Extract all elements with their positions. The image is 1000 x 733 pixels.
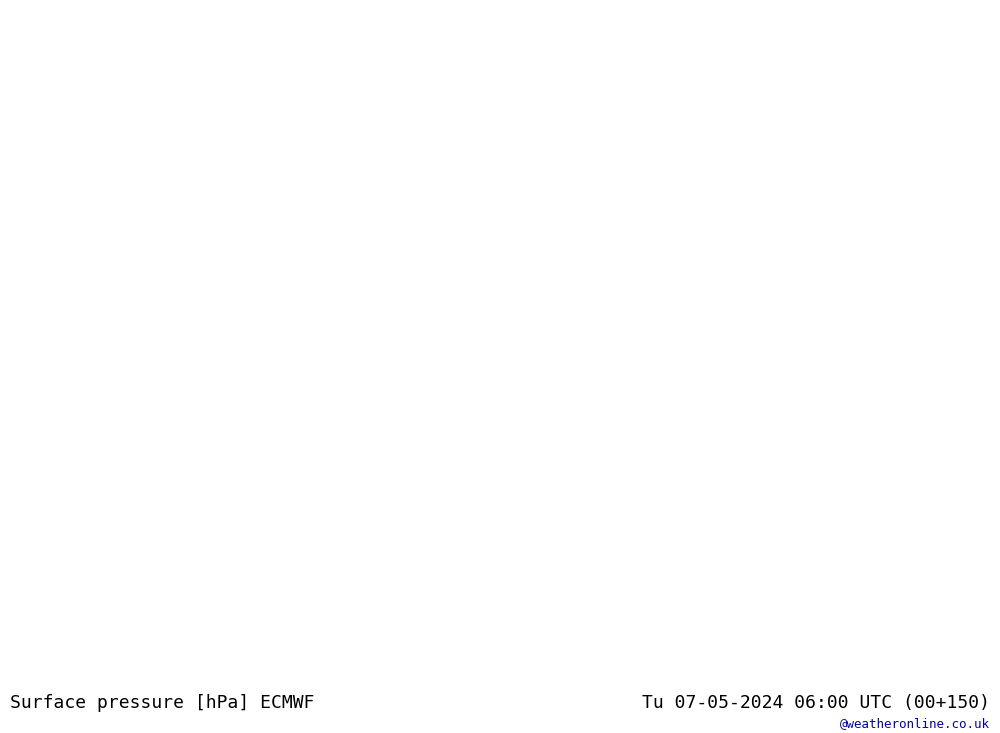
Text: @weatheronline.co.uk: @weatheronline.co.uk: [840, 718, 990, 730]
Text: Tu 07-05-2024 06:00 UTC (00+150): Tu 07-05-2024 06:00 UTC (00+150): [642, 693, 990, 712]
Text: Surface pressure [hPa] ECMWF: Surface pressure [hPa] ECMWF: [10, 693, 314, 712]
